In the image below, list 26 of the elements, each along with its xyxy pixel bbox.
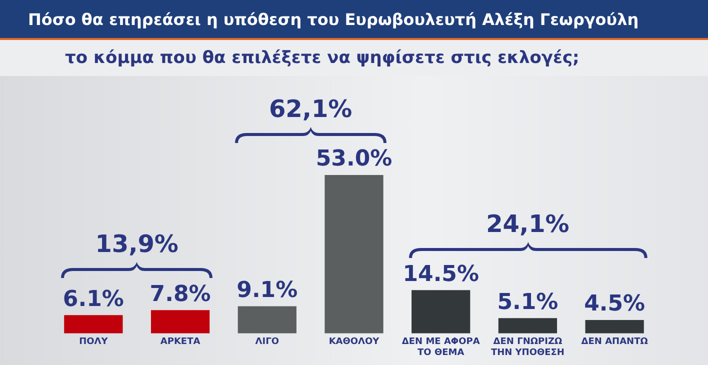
data-label: 6.1%: [62, 286, 124, 312]
bar: [498, 318, 558, 334]
text: 62,1%: [268, 95, 354, 123]
x-tick-label: ΔΕΝ ΜΕ ΑΦΟΡΑ ΤΟ ΘΕΜΑ: [402, 337, 480, 358]
data-label: 4.5%: [584, 292, 646, 317]
x-tick-label: ΑΡΚΕΤΑ: [160, 337, 200, 348]
chart-subtitle: το κόμμα που θα επιλέξετε να ψηφίσετε στις εκλογές;: [65, 48, 580, 68]
annotation: 13,9%: [94, 230, 180, 258]
x-tick-label: ΛΙΓΟ: [255, 337, 280, 348]
data-label: 7.8%: [150, 282, 211, 307]
bar: [412, 290, 470, 334]
x-tick-label: ΔΕΝ ΑΠΑΝΤΩ: [581, 337, 648, 348]
x-tick-label: ΠΟΛΥ: [79, 337, 108, 348]
bar: [585, 320, 644, 334]
bar: [64, 315, 123, 334]
data-label: 53.0%: [316, 146, 392, 172]
data-label: 9.1%: [236, 278, 298, 303]
annotation: 24,1%: [485, 210, 570, 238]
x-tick-label: ΔΕΝ ΓΝΩΡΙΖΩ ΤΗΝ ΥΠΟΘΕΣΗ: [490, 337, 564, 358]
bar: [238, 306, 296, 334]
data-label: 5.1%: [497, 290, 558, 315]
bar: [324, 175, 384, 334]
x-tick-label: ΚΑΘΟΛΟΥ: [328, 337, 380, 348]
bar: [150, 310, 210, 334]
chart-title: Πόσο θα επηρεάσει η υπόθεση του Ευρωβουλευτή Αλέξη Γεωργούλη: [28, 10, 639, 28]
data-label: 14.5%: [402, 262, 480, 287]
